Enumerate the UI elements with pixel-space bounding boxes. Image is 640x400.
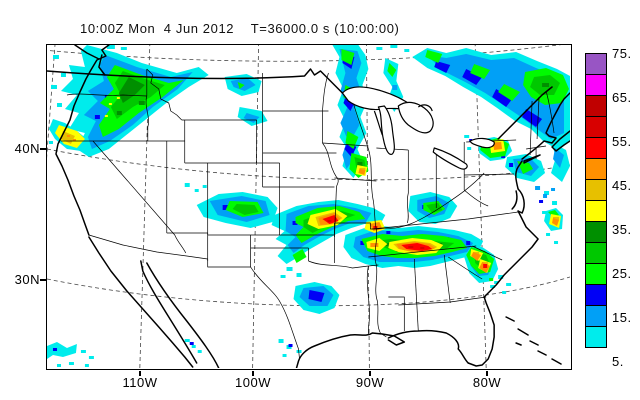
x-tick-110w [139, 371, 141, 376]
x-axis-label-90w: 90W [355, 375, 385, 390]
x-axis-label-110w: 110W [122, 375, 158, 390]
colorbar-tick-label: 55. [612, 134, 632, 149]
colorbar-swatch [585, 74, 607, 96]
colorbar-tick-label: 45. [612, 178, 632, 193]
colorbar-swatch [585, 137, 607, 159]
colorbar-swatch [585, 53, 607, 75]
great-lakes [341, 86, 495, 170]
colorbar [585, 53, 607, 348]
colorbar-swatch [585, 284, 607, 306]
colorbar-tick-label: 75. [612, 46, 632, 61]
map-plot-area [46, 44, 572, 370]
colorbar-swatch [585, 221, 607, 243]
x-tick-80w [486, 371, 488, 376]
colorbar-tick-label: 65. [612, 90, 632, 105]
precip-layer-dkred [327, 220, 425, 249]
colorbar-swatch [585, 305, 607, 327]
coastline [47, 45, 570, 368]
colorbar-swatch [585, 116, 607, 138]
y-tick-40n [40, 148, 46, 150]
y-axis-label-40n: 40N [14, 141, 40, 156]
colorbar-tick-label: 35. [612, 222, 632, 237]
colorbar-swatch [585, 326, 607, 348]
colorbar-swatch [585, 179, 607, 201]
colorbar-swatch [585, 242, 607, 264]
y-axis-label-30n: 30N [14, 272, 40, 287]
x-tick-90w [369, 371, 371, 376]
colorbar-labels: 75. 65. 55. 45. 35. 25. 15. 5. [612, 0, 640, 400]
x-axis-label-100w: 100W [235, 375, 271, 390]
x-axis-label-80w: 80W [472, 375, 502, 390]
colorbar-swatch [585, 158, 607, 180]
radar-map-svg [47, 45, 570, 368]
colorbar-tick-label: 5. [612, 354, 624, 369]
colorbar-tick-label: 15. [612, 310, 632, 325]
colorbar-tick-label: 25. [612, 266, 632, 281]
colorbar-swatch [585, 200, 607, 222]
x-tick-100w [252, 371, 254, 376]
precip-layer-red [322, 215, 488, 268]
plot-title: 10:00Z Mon 4 Jun 2012 T=36000.0 s (10:00… [80, 21, 400, 36]
colorbar-swatch [585, 95, 607, 117]
y-tick-30n [40, 279, 46, 281]
colorbar-swatch [585, 263, 607, 285]
